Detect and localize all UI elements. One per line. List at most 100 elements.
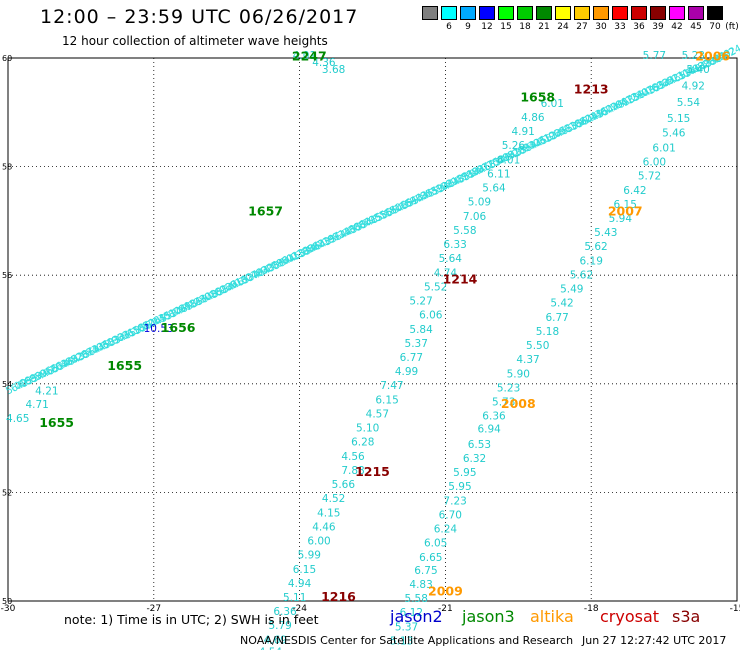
swh-value: 5.23	[682, 50, 705, 62]
lat-tick-label: 56	[2, 271, 12, 280]
swh-value: 5.11	[283, 592, 306, 604]
swh-value: 5.10	[356, 423, 379, 435]
color-swatch-label: 6	[446, 22, 452, 32]
track-time-label: 1216	[321, 589, 356, 604]
color-swatch	[574, 6, 590, 20]
swh-value: 5.37	[395, 621, 418, 633]
lon-tick-label: -27	[146, 604, 161, 614]
color-swatch	[707, 6, 723, 20]
color-swatch	[612, 6, 628, 20]
swh-value: 7.88	[341, 465, 364, 477]
swh-value: 5.64	[439, 253, 463, 265]
swh-value: 3.68	[322, 64, 345, 76]
color-swatch	[650, 6, 666, 20]
color-swatch	[479, 6, 495, 20]
swh-value: 5.13	[390, 635, 413, 647]
swh-value: 4.99	[395, 366, 418, 378]
track-time-label: 2007	[608, 203, 643, 218]
swh-value: 5.72	[638, 171, 661, 183]
swh-value: 5.54	[677, 97, 701, 109]
color-swatch-label: 9	[465, 22, 471, 32]
swh-value: 5.79	[268, 620, 291, 632]
swh-value: 4.46	[312, 521, 336, 533]
swh-value: 10.53	[144, 323, 174, 335]
color-swatch	[688, 6, 704, 20]
swh-value: 4.74	[434, 267, 458, 279]
swh-value: 5.42	[550, 298, 573, 310]
swh-value: 5.90	[507, 368, 530, 380]
map-note: note: 1) Time is in UTC; 2) SWH is in fe…	[64, 612, 319, 627]
swh-value: 6.15	[614, 199, 637, 211]
swh-value: 6.01	[652, 142, 675, 154]
swh-value: 6.24	[434, 524, 458, 536]
satellite-legend-item: jason2	[390, 607, 443, 626]
swh-value: 5.15	[667, 113, 690, 125]
swh-value: 4.52	[322, 493, 345, 505]
swh-value: 5.18	[536, 326, 559, 338]
swh-value: 5.62	[570, 269, 593, 281]
swh-value: 6.65	[419, 552, 442, 564]
track-time-label: 2009	[428, 584, 463, 599]
color-scale-unit: (ft)	[725, 22, 739, 32]
swh-value: 7.23	[443, 495, 466, 507]
swh-value: 6.53	[468, 439, 491, 451]
track-time-labels: 2247 1655 1655 1656 1657 1658 1213 2006 2007 1214…	[39, 49, 730, 604]
lon-tick-label: -24	[292, 604, 307, 614]
color-swatch-label: 39	[652, 22, 664, 32]
track-time-label: 1655	[107, 358, 142, 373]
map-grid	[7, 57, 738, 602]
swh-value: 5.99	[298, 550, 321, 562]
swh-value: 5.09	[468, 197, 491, 209]
swh-value: 5.40	[686, 64, 709, 76]
swh-points: 5.006.194.693.895.595.964.164.266.035.48…	[4, 43, 740, 650]
track-time-label: 1657	[248, 203, 283, 218]
swh-value: 4.57	[366, 408, 389, 420]
swh-value: 6.05	[424, 538, 447, 550]
swh-value: 4.21	[35, 386, 58, 398]
color-swatch-label: 12	[481, 22, 493, 32]
swh-value: 5.62	[584, 241, 607, 253]
swh-value: 6.70	[439, 509, 462, 521]
color-swatch	[536, 6, 552, 20]
color-swatch-label: 27	[576, 22, 588, 32]
color-swatch-label: 45	[690, 22, 702, 32]
color-swatch	[517, 6, 533, 20]
color-swatch-label: 70	[709, 22, 721, 32]
lon-tick-label: -15	[730, 604, 740, 614]
swh-value: 6.15	[293, 564, 316, 576]
map-frame	[7, 57, 738, 602]
swh-value: 5.23	[497, 382, 520, 394]
swh-value: 5.37	[405, 338, 428, 350]
swh-value: 4.71	[25, 399, 48, 411]
color-swatch	[498, 6, 514, 20]
swh-value: 7.06	[463, 211, 487, 223]
swh-value: 6.00	[643, 157, 666, 169]
track-time-label: 1655	[39, 415, 74, 430]
swh-value: 6.01	[541, 98, 564, 110]
swh-value: 4.92	[682, 80, 705, 92]
color-swatch-label: 30	[595, 22, 607, 32]
swh-value: 4.91	[511, 126, 534, 138]
swh-value: 4.83	[409, 579, 432, 591]
color-swatch	[669, 6, 685, 20]
swh-value: 6.36	[482, 411, 506, 423]
color-swatch	[460, 6, 476, 20]
satellite-legend-item: altika	[530, 607, 574, 626]
satellite-legend-item: s3a	[672, 607, 701, 626]
color-swatch	[422, 6, 438, 20]
color-swatch	[441, 6, 457, 20]
swh-value: 5.43	[594, 227, 617, 239]
map-subtitle: 12 hour collection of altimeter wave hei…	[62, 34, 328, 48]
color-swatch-label: 36	[633, 22, 645, 32]
color-swatch-label: 18	[519, 22, 531, 32]
swh-value: 5.95	[453, 467, 476, 479]
satellite-legend-item: jason3	[462, 607, 515, 626]
swh-value: 5.58	[405, 593, 428, 605]
swh-value: 7.47	[380, 380, 403, 392]
swh-value: 6.01	[497, 154, 520, 166]
track-time-label: 1658	[520, 89, 555, 104]
swh-value: 6.12	[400, 607, 423, 619]
color-swatch	[631, 6, 647, 20]
